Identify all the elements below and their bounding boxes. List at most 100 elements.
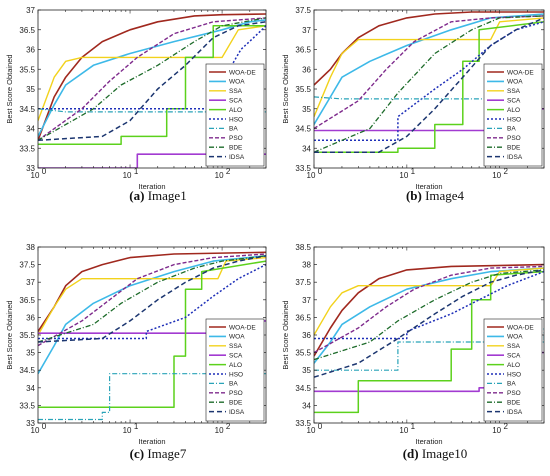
y-axis-label: Best Score Obtained bbox=[5, 300, 14, 369]
caption-text: Image10 bbox=[422, 446, 467, 461]
x-tick-exponent: 0 bbox=[42, 167, 47, 176]
series-line-woa bbox=[314, 267, 544, 364]
series-line-ba bbox=[314, 96, 544, 100]
series-group bbox=[38, 251, 266, 421]
x-tick-label: 10 bbox=[123, 426, 132, 435]
caption-label: (d) bbox=[403, 446, 422, 461]
y-tick-label: 34.5 bbox=[19, 105, 35, 114]
series-line-pso bbox=[38, 17, 266, 141]
y-tick-label: 35 bbox=[302, 366, 311, 375]
series-group bbox=[314, 263, 544, 414]
legend-entry-label: PSO bbox=[507, 135, 521, 142]
x-axis-label: Iteration bbox=[138, 182, 165, 191]
y-tick-label: 34 bbox=[302, 401, 311, 410]
legend-entry-label: SCA bbox=[507, 98, 521, 105]
series-line-woa-de bbox=[314, 11, 544, 86]
legend-entry-label: WOA-DE bbox=[229, 324, 256, 331]
y-tick-label: 38 bbox=[302, 261, 311, 270]
y-tick-label: 37.5 bbox=[295, 6, 311, 15]
series-line-alo bbox=[38, 25, 266, 146]
y-tick-label: 35 bbox=[26, 349, 35, 358]
legend-entry-label: BA bbox=[229, 381, 238, 388]
legend-entry-label: SCA bbox=[229, 98, 243, 105]
y-tick-label: 36 bbox=[302, 331, 311, 340]
panel-caption: (b) Image4 bbox=[406, 188, 465, 203]
x-tick-label: 10 bbox=[492, 171, 501, 180]
x-tick-label: 10 bbox=[215, 426, 224, 435]
series-line-pso bbox=[38, 253, 266, 347]
panel-caption: (c) Image7 bbox=[130, 446, 187, 461]
panel-caption: (d) Image10 bbox=[403, 446, 468, 461]
y-tick-label: 33.5 bbox=[295, 419, 311, 428]
series-line-woa bbox=[314, 13, 544, 125]
y-tick-label: 37 bbox=[302, 296, 311, 305]
y-tick-label: 34.5 bbox=[295, 125, 311, 134]
series-line-ssa bbox=[314, 17, 544, 117]
legend-entry-label: WOA-DE bbox=[507, 324, 534, 331]
legend-entry-label: ALO bbox=[507, 362, 520, 369]
x-axis-label: Iteration bbox=[138, 437, 165, 446]
y-tick-label: 36 bbox=[26, 313, 35, 322]
x-tick-label: 10 bbox=[492, 426, 501, 435]
x-axis-label: Iteration bbox=[415, 437, 442, 446]
y-tick-label: 34.5 bbox=[295, 384, 311, 393]
y-tick-label: 34 bbox=[26, 125, 35, 134]
legend-entry-label: SSA bbox=[507, 343, 521, 350]
y-tick-label: 34 bbox=[26, 384, 35, 393]
x-tick-label: 10 bbox=[307, 171, 316, 180]
series-line-idsa bbox=[38, 255, 266, 343]
series-line-pso bbox=[314, 15, 544, 130]
x-tick-exponent: 1 bbox=[411, 167, 416, 176]
series-group bbox=[38, 13, 266, 168]
y-tick-label: 38.5 bbox=[295, 243, 311, 252]
x-tick-exponent: 0 bbox=[318, 167, 323, 176]
legend-entry-label: BA bbox=[229, 126, 238, 133]
legend-entry-label: SCA bbox=[507, 353, 521, 360]
legend-entry-label: ALO bbox=[229, 362, 242, 369]
legend-entry-label: BDE bbox=[229, 400, 243, 407]
legend-entry-label: HSO bbox=[229, 371, 243, 378]
caption-label: (a) bbox=[129, 188, 147, 203]
y-tick-label: 36.5 bbox=[19, 296, 35, 305]
legend: WOA-DE WOA SSA SCA ALO HSO BA PSO BDE IDSA bbox=[205, 63, 265, 167]
legend-entry-label: PSO bbox=[507, 390, 521, 397]
caption-label: (b) bbox=[406, 188, 425, 203]
x-tick-label: 10 bbox=[399, 426, 408, 435]
x-tick-label: 10 bbox=[123, 171, 132, 180]
x-tick-exponent: 1 bbox=[134, 167, 139, 176]
series-line-alo bbox=[314, 270, 544, 414]
legend: WOA-DE WOA SSA SCA ALO HSO BA PSO BDE IDSA bbox=[205, 318, 265, 422]
y-tick-label: 38 bbox=[26, 243, 35, 252]
y-tick-label: 35.5 bbox=[295, 349, 311, 358]
legend-entry-label: BA bbox=[507, 381, 516, 388]
x-tick-exponent: 1 bbox=[134, 422, 139, 431]
series-line-alo bbox=[38, 260, 266, 408]
legend-entry-label: HSO bbox=[229, 116, 243, 123]
series-line-idsa bbox=[38, 21, 266, 142]
legend-entry-label: IDSA bbox=[229, 409, 245, 416]
x-tick-exponent: 2 bbox=[503, 422, 508, 431]
x-tick-label: 10 bbox=[399, 171, 408, 180]
series-line-alo bbox=[314, 21, 544, 153]
legend-entry-label: BDE bbox=[507, 145, 521, 152]
legend-entry-label: HSO bbox=[507, 371, 521, 378]
series-line-bde bbox=[314, 15, 544, 153]
series-line-hso bbox=[314, 21, 544, 142]
legend-entry-label: SSA bbox=[229, 88, 243, 95]
x-axis-label: Iteration bbox=[415, 182, 442, 191]
legend-entry-label: WOA bbox=[229, 79, 245, 86]
legend-entry-label: IDSA bbox=[229, 154, 245, 161]
y-tick-label: 37.5 bbox=[19, 261, 35, 270]
y-tick-label: 34 bbox=[302, 144, 311, 153]
legend-entry-label: BDE bbox=[507, 400, 521, 407]
x-tick-exponent: 2 bbox=[503, 167, 508, 176]
y-tick-label: 36.5 bbox=[295, 46, 311, 55]
legend-entry-label: BA bbox=[507, 126, 516, 133]
x-tick-exponent: 1 bbox=[411, 422, 416, 431]
y-axis-label: Best Score Obtained bbox=[5, 54, 14, 123]
y-tick-label: 33.5 bbox=[19, 401, 35, 410]
